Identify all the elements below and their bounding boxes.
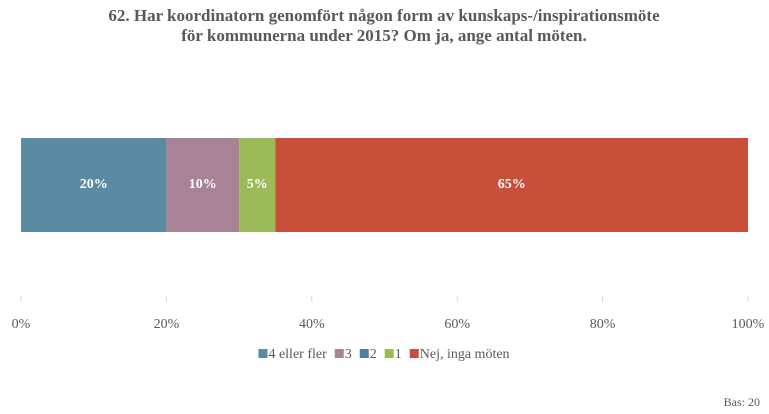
bar-segment bbox=[166, 138, 240, 232]
legend-swatch bbox=[384, 349, 394, 358]
data-label: 65% bbox=[498, 177, 526, 192]
legend-swatch bbox=[359, 349, 369, 358]
x-tick-label: 80% bbox=[590, 317, 616, 332]
legend: 4 eller fler 3 2 1 Nej, inga möten bbox=[258, 347, 510, 362]
x-tick-label: 40% bbox=[299, 317, 325, 332]
data-label: 10% bbox=[189, 177, 217, 192]
legend-label: Nej, inga möten bbox=[420, 347, 510, 362]
legend-swatch bbox=[334, 349, 344, 358]
data-label: 20% bbox=[80, 177, 108, 192]
x-tick-label: 0% bbox=[12, 317, 31, 332]
legend-label: 1 bbox=[395, 347, 402, 362]
data-label: 5% bbox=[247, 177, 268, 192]
footnote: Bas: 20 bbox=[724, 395, 760, 409]
legend-label: 3 bbox=[345, 347, 352, 362]
bar-segment bbox=[239, 138, 276, 232]
x-tick-label: 100% bbox=[732, 317, 765, 332]
legend-swatch bbox=[258, 349, 268, 358]
legend-label: 4 eller fler bbox=[268, 347, 327, 362]
x-tick-label: 60% bbox=[444, 317, 470, 332]
x-tick-label: 20% bbox=[154, 317, 180, 332]
bar-segment bbox=[21, 138, 167, 232]
legend-swatch bbox=[409, 349, 419, 358]
bar-segment bbox=[275, 138, 748, 232]
chart-title: 62. Har koordinatorn genomfört någon for… bbox=[108, 6, 660, 45]
legend-label: 2 bbox=[370, 347, 377, 362]
